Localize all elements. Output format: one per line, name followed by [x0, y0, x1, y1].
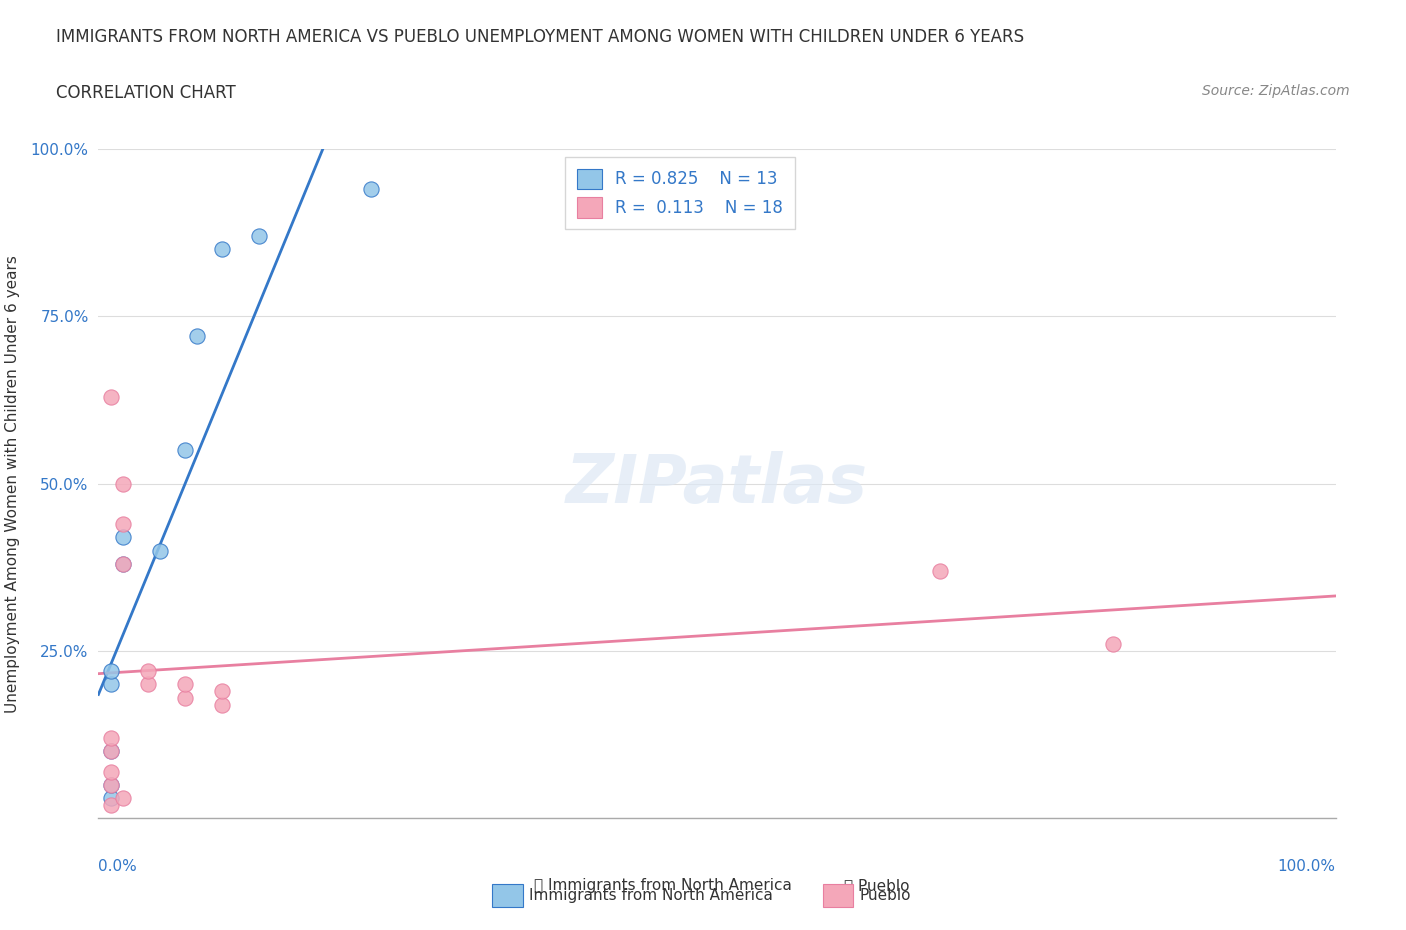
Text: 0.0%: 0.0% [98, 858, 138, 873]
Point [174, 690, 197, 705]
Y-axis label: Unemployment Among Women with Children Under 6 years: Unemployment Among Women with Children U… [4, 255, 20, 712]
Text: ⬜ Immigrants from North America: ⬜ Immigrants from North America [534, 878, 792, 893]
Point [112, 530, 135, 545]
Point [136, 664, 159, 679]
Point [112, 790, 135, 805]
Point [112, 556, 135, 571]
Point [100, 744, 122, 759]
Legend: R = 0.825    N = 13, R =  0.113    N = 18: R = 0.825 N = 13, R = 0.113 N = 18 [565, 157, 794, 230]
Point [100, 731, 122, 746]
Point [211, 242, 233, 257]
Point [174, 677, 197, 692]
Point [360, 181, 382, 196]
Point [112, 556, 135, 571]
Point [136, 677, 159, 692]
Text: Pueblo: Pueblo [859, 888, 911, 903]
Point [247, 229, 270, 244]
Point [149, 543, 172, 558]
Point [211, 698, 233, 712]
Point [211, 684, 233, 698]
Text: 100.0%: 100.0% [1278, 858, 1336, 873]
Point [112, 476, 135, 491]
Point [100, 798, 122, 813]
Point [100, 389, 122, 404]
Point [100, 664, 122, 679]
Text: CORRELATION CHART: CORRELATION CHART [56, 84, 236, 101]
Text: Immigrants from North America: Immigrants from North America [529, 888, 772, 903]
Point [100, 677, 122, 692]
Point [100, 744, 122, 759]
Point [174, 443, 197, 458]
Point [100, 777, 122, 792]
Point [100, 764, 122, 779]
Point [100, 777, 122, 792]
Point [112, 516, 135, 531]
Text: Source: ZipAtlas.com: Source: ZipAtlas.com [1202, 84, 1350, 98]
Point [928, 564, 950, 578]
Text: ⬜ Pueblo: ⬜ Pueblo [844, 878, 910, 893]
Text: IMMIGRANTS FROM NORTH AMERICA VS PUEBLO UNEMPLOYMENT AMONG WOMEN WITH CHILDREN U: IMMIGRANTS FROM NORTH AMERICA VS PUEBLO … [56, 28, 1025, 46]
Text: ZIPatlas: ZIPatlas [567, 451, 868, 516]
Point [100, 790, 122, 805]
Point [186, 329, 208, 344]
Point [1102, 637, 1125, 652]
